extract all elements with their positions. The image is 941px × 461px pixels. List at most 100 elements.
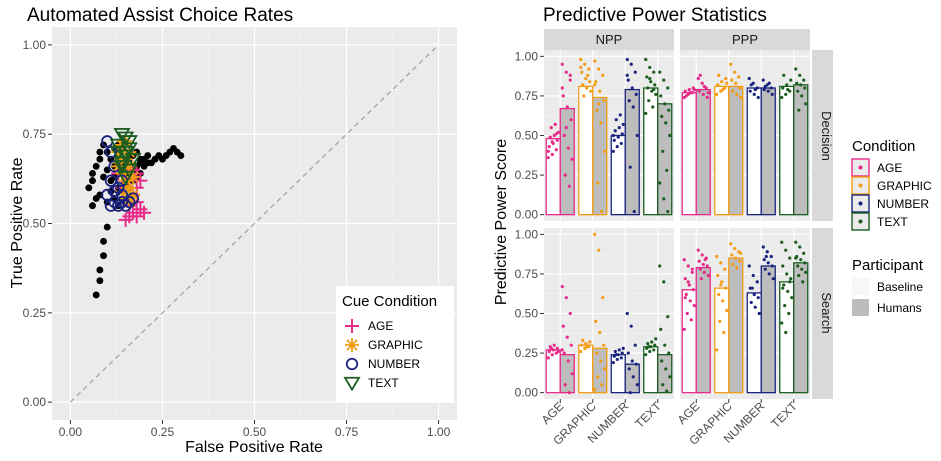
data-point: [613, 349, 617, 354]
data-point: [682, 327, 686, 331]
data-point: [646, 86, 650, 90]
data-point: [569, 343, 573, 347]
y-tick-label: 0.00: [515, 208, 539, 222]
data-point: [766, 261, 770, 265]
data-point: [635, 383, 639, 387]
scatter-point: [115, 188, 129, 202]
scatter-point: [120, 135, 138, 150]
data-point: [602, 343, 606, 347]
data-point: [617, 348, 621, 352]
data-point: [594, 80, 598, 84]
data-point: [686, 264, 690, 268]
data-point: [715, 348, 719, 352]
data-point: [615, 144, 619, 149]
data-point: [753, 305, 757, 309]
scatter-point: [113, 128, 131, 143]
scatter-point: [129, 209, 144, 224]
data-point: [723, 267, 727, 271]
data-point: [797, 108, 801, 112]
data-point: [684, 292, 688, 297]
data-point: [598, 330, 602, 335]
scatter-point: [122, 159, 137, 174]
data-point: [696, 76, 700, 81]
scatter-point: [113, 156, 131, 172]
scatter-point: [96, 155, 104, 163]
data-point: [751, 273, 755, 278]
data-point: [739, 95, 743, 100]
data-point: [660, 114, 664, 119]
bar-baseline-age: [681, 92, 697, 216]
data-point: [611, 149, 615, 153]
data-point: [621, 122, 625, 127]
facet-strip-decision: [812, 50, 833, 221]
data-point: [654, 92, 658, 96]
data-point: [722, 330, 726, 335]
data-point: [560, 348, 564, 352]
data-point: [798, 73, 802, 77]
data-point: [644, 353, 648, 357]
data-point: [584, 341, 588, 346]
data-point: [749, 83, 753, 87]
data-point: [564, 296, 568, 300]
x-tick-label: 0.00: [59, 425, 83, 439]
scatter-point: [126, 170, 140, 185]
data-point: [570, 372, 574, 376]
data-point: [600, 383, 604, 387]
data-point: [661, 383, 665, 387]
data-point: [737, 75, 741, 79]
scatter-legend-title: Cue Condition: [342, 293, 437, 310]
bar-humans-age: [559, 107, 575, 216]
data-point: [719, 283, 723, 287]
scatter-point: [96, 148, 104, 156]
facet-strip-npp-label: NPP: [596, 32, 623, 47]
data-point: [555, 138, 559, 142]
bar-baseline-graphic: [714, 287, 730, 394]
scatter-point: [144, 159, 152, 167]
data-point: [658, 264, 662, 268]
data-point: [631, 375, 635, 379]
data-point: [629, 62, 633, 66]
data-point: [715, 254, 719, 259]
x-tick-label: 1.00: [427, 425, 451, 439]
y-tick-label: 0.00: [515, 386, 539, 400]
data-point: [659, 327, 663, 331]
data-point: [587, 67, 591, 71]
data-point: [668, 375, 672, 379]
data-point: [796, 89, 800, 93]
data-point: [617, 125, 621, 130]
data-point: [654, 337, 658, 341]
data-point: [546, 356, 550, 360]
scatter-title: Automated Assist Choice Rates: [27, 5, 293, 26]
data-point: [556, 349, 560, 354]
data-point: [770, 92, 774, 96]
data-point: [554, 132, 558, 136]
scatter-point: [101, 188, 114, 202]
data-point: [787, 311, 791, 316]
data-point: [546, 156, 550, 160]
legend-key-dot: [858, 219, 863, 224]
facet-strip-ppp-label: PPP: [732, 32, 758, 47]
reference-line: [69, 44, 440, 403]
scatter-point: [144, 152, 152, 160]
data-point: [552, 343, 556, 347]
data-point: [785, 272, 789, 276]
data-point: [766, 89, 770, 93]
data-point: [667, 108, 671, 112]
data-point: [599, 121, 603, 125]
data-point: [589, 89, 593, 93]
data-point: [602, 99, 606, 103]
data-point: [762, 87, 766, 92]
data-point: [629, 324, 633, 328]
legend-key-number: [345, 357, 359, 371]
y-tick-label: 0.25: [515, 346, 539, 360]
data-point: [747, 264, 751, 268]
y-tick-label: 1.00: [515, 227, 539, 241]
data-point: [750, 286, 754, 290]
data-point: [788, 280, 792, 284]
legend-key-graphic: [345, 338, 359, 352]
data-point: [579, 349, 583, 354]
data-point: [798, 245, 802, 249]
data-point: [560, 284, 564, 289]
data-point: [668, 133, 672, 138]
scatter-point: [117, 170, 135, 186]
